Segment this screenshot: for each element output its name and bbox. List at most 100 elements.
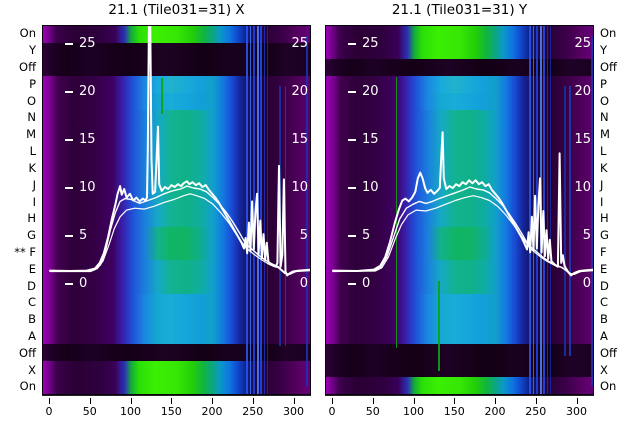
heatmap-row xyxy=(43,126,310,144)
x-tick-label: 100 xyxy=(120,405,141,418)
tick-value: 15 xyxy=(79,132,96,147)
x-tick-mark xyxy=(535,398,537,404)
x-tick-mark xyxy=(212,398,213,404)
tick-value: 15 xyxy=(362,132,379,147)
tick-dash xyxy=(65,139,73,141)
value-ticks: 25 25 20 20 15 15 10 10 5 5 0 0 xyxy=(43,26,310,394)
row-labels-left: On Y Off P O N M L K J I H G ** F E D C B A Off X On xyxy=(0,25,38,395)
heatmap-row xyxy=(326,293,593,311)
streak-line xyxy=(266,26,268,394)
x-tick-mark xyxy=(413,398,415,404)
row-label: O xyxy=(600,93,610,108)
y-tick-label-mirror: 5 xyxy=(582,228,591,243)
tick-dash xyxy=(65,283,73,285)
heatmap-panel-y: 25 25 20 20 15 15 10 10 5 5 0 0 xyxy=(325,25,594,395)
y-tick-label: 5 xyxy=(348,228,370,244)
y-tick-label: 25 xyxy=(348,36,379,52)
streak-line xyxy=(245,26,248,394)
tick-dash xyxy=(65,187,73,189)
heatmap-panel-x: 25 25 20 20 15 15 10 10 5 5 0 0 xyxy=(42,25,311,395)
y-tick-label: 5 xyxy=(65,228,87,244)
row-label: On xyxy=(19,26,36,41)
tick-dash xyxy=(348,283,356,285)
y-tick-label-mirror: 25 xyxy=(574,36,591,51)
heatmap-row xyxy=(43,327,310,344)
heatmap-row xyxy=(43,293,310,311)
heatmap-row xyxy=(326,159,593,177)
value-ticks: 25 25 20 20 15 15 10 10 5 5 0 0 xyxy=(326,26,593,394)
x-tick-label: 100 xyxy=(403,405,424,418)
streak-line xyxy=(569,86,571,356)
y-tick-label-mirror: 5 xyxy=(299,228,308,243)
streak-line xyxy=(543,26,546,394)
x-tick-label: 150 xyxy=(160,405,182,418)
row-label: I xyxy=(600,194,604,209)
trace-mid xyxy=(49,185,310,276)
row-label: N xyxy=(600,110,609,125)
heatmap-row xyxy=(326,109,593,127)
x-tick-mark xyxy=(372,398,374,404)
row-label: G xyxy=(600,228,609,243)
heatmap-row xyxy=(43,310,310,328)
y-tick-label: 10 xyxy=(65,180,96,196)
streak-line xyxy=(591,36,593,386)
heatmap-row xyxy=(326,210,593,227)
heatmap-row xyxy=(43,360,310,378)
tick-value: 10 xyxy=(362,180,379,195)
y-tick-label-mirror: 25 xyxy=(291,36,308,51)
tick-value: 10 xyxy=(79,180,96,195)
tick-value: 0 xyxy=(362,276,371,291)
row-label: M xyxy=(26,127,36,142)
trace-low xyxy=(49,193,310,275)
streak-line xyxy=(564,86,566,356)
tick-value: 25 xyxy=(79,36,96,51)
x-tick-label: 300 xyxy=(283,405,304,418)
heatmap-row xyxy=(43,42,310,60)
row-label: Off xyxy=(600,60,617,75)
y-tick-label-mirror: 0 xyxy=(582,276,591,291)
x-tick-label: 200 xyxy=(484,405,506,418)
heatmap-row xyxy=(326,126,593,144)
x-tick-mark xyxy=(89,398,91,404)
row-label: K xyxy=(28,160,36,175)
heatmap-row xyxy=(326,26,593,43)
y-tick-label-mirror: 10 xyxy=(574,180,591,195)
streak-line xyxy=(395,77,398,348)
heatmap-row xyxy=(43,159,310,177)
row-label: X xyxy=(600,362,608,377)
y-tick-label: 0 xyxy=(65,276,87,292)
streak-line xyxy=(546,26,549,394)
x-tick-mark xyxy=(171,398,173,404)
row-label: D xyxy=(600,278,609,293)
x-tick-label: 0 xyxy=(328,405,336,418)
row-label: B xyxy=(28,312,36,327)
row-label: N xyxy=(27,110,36,125)
streak-line xyxy=(532,26,535,394)
y-tick-label-mirror: 15 xyxy=(574,132,591,147)
row-label: J xyxy=(32,177,36,192)
y-tick-label-mirror: 20 xyxy=(291,84,308,99)
heatmap-row xyxy=(43,260,310,278)
streak-line xyxy=(160,78,163,114)
heatmap-row xyxy=(43,343,310,361)
x-tick-mark xyxy=(576,398,578,404)
x-tick-mark xyxy=(252,398,254,404)
heatmap-row xyxy=(326,343,593,361)
heatmap-rows xyxy=(326,26,593,394)
streak-line xyxy=(252,26,256,394)
tick-dash xyxy=(65,43,73,45)
tick-dash xyxy=(65,235,73,237)
row-label: G xyxy=(27,228,36,243)
heatmap-row xyxy=(43,210,310,227)
heatmap-row xyxy=(326,327,593,344)
x-axis-left: 0 50 100 150 200 250 300 xyxy=(42,395,311,428)
row-label: On xyxy=(600,26,617,41)
streak-line xyxy=(438,281,441,371)
row-label: O xyxy=(26,93,36,108)
x-tick-mark xyxy=(495,398,496,404)
tick-value: 5 xyxy=(79,228,88,243)
streak-line xyxy=(535,26,539,394)
x-tick-label: 0 xyxy=(45,405,53,418)
x-tick-mark xyxy=(332,398,333,404)
